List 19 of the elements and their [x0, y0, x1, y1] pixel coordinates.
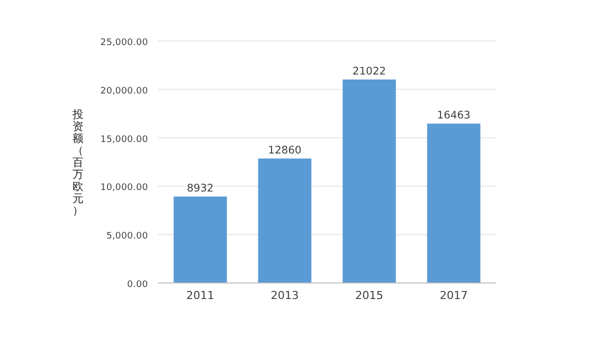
data-label: 16463: [437, 110, 470, 122]
x-tick-label: 2017: [440, 289, 468, 302]
bar: [342, 80, 396, 283]
data-label: 8932: [186, 182, 214, 195]
y-tick-label: 0.00: [127, 280, 148, 290]
y-tick-label: 5,000.00: [106, 232, 148, 242]
y-tick-label: 10,000.00: [100, 183, 148, 194]
bar: [427, 124, 480, 283]
bar: [174, 196, 227, 283]
x-tick-label: 2015: [355, 289, 384, 302]
bar: [258, 158, 312, 283]
x-tick-label: 2013: [270, 289, 299, 302]
text: 投资额（百万欧元）: [72, 108, 84, 217]
x-tick-label: 2011: [186, 289, 214, 302]
data-label: 12860: [268, 144, 302, 157]
y-tick-label: 15,000.00: [100, 134, 148, 145]
y-tick-label: 20,000.00: [100, 86, 148, 96]
y-tick-label: 25,000.00: [100, 38, 148, 48]
data-label: 21022: [352, 66, 386, 78]
